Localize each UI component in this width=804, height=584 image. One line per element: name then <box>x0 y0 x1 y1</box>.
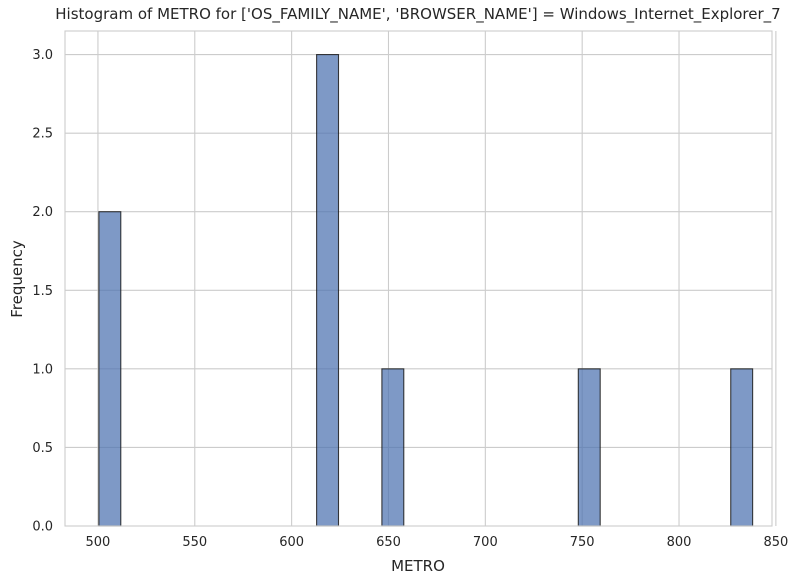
y-tick-label: 2.5 <box>32 127 53 142</box>
x-tick-label: 550 <box>182 535 207 550</box>
x-tick-label: 700 <box>473 535 498 550</box>
histogram-bar <box>316 54 340 527</box>
plot-frame <box>64 30 773 527</box>
histogram-bar <box>730 368 754 527</box>
x-tick-label: 800 <box>667 535 692 550</box>
y-tick-label: 0.0 <box>32 520 53 535</box>
y-tick-label: 2.0 <box>32 205 53 220</box>
y-tick-label: 1.0 <box>32 362 53 377</box>
chart-title: Histogram of METRO for ['OS_FAMILY_NAME'… <box>55 5 780 24</box>
y-tick-label: 3.0 <box>32 48 53 63</box>
x-tick-label: 650 <box>376 535 401 550</box>
x-tick-label: 500 <box>86 535 111 550</box>
y-tick-label: 1.5 <box>32 284 53 299</box>
histogram-bars <box>98 54 754 527</box>
histogram-bar <box>577 368 601 527</box>
x-tick-label: 750 <box>570 535 595 550</box>
grid-lines <box>65 31 777 527</box>
y-axis-label: Frequency <box>8 240 26 318</box>
x-axis-label: METRO <box>391 557 445 575</box>
y-tick-labels: 0.0 0.5 1.0 1.5 2.0 2.5 3.0 <box>32 48 53 534</box>
x-tick-label: 600 <box>279 535 304 550</box>
x-tick-labels: 500 550 600 650 700 750 800 850 <box>86 535 789 550</box>
x-tick-label: 850 <box>763 535 788 550</box>
histogram-bar <box>381 368 405 527</box>
histogram-bar <box>98 211 122 527</box>
y-tick-label: 0.5 <box>32 441 53 456</box>
